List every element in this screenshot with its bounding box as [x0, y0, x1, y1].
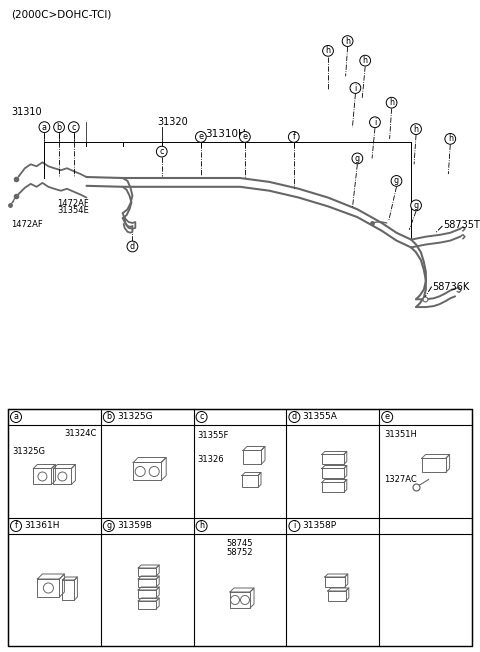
Circle shape — [54, 122, 64, 132]
Text: h: h — [325, 46, 331, 55]
Text: 31326: 31326 — [198, 455, 224, 464]
Text: d: d — [292, 413, 297, 421]
Text: c: c — [72, 123, 76, 132]
Text: 1472AF: 1472AF — [57, 199, 89, 208]
Bar — [62, 580, 74, 600]
Text: f: f — [292, 132, 295, 141]
Text: 31359B: 31359B — [117, 522, 152, 531]
Circle shape — [411, 200, 421, 211]
Bar — [138, 568, 156, 576]
Text: d: d — [130, 242, 135, 251]
Text: f: f — [14, 522, 17, 531]
Text: c: c — [159, 147, 164, 156]
Circle shape — [289, 411, 300, 422]
Text: 31361H: 31361H — [24, 522, 60, 531]
Circle shape — [352, 153, 363, 164]
Text: a: a — [42, 123, 47, 132]
Text: e: e — [384, 413, 390, 421]
Circle shape — [386, 97, 397, 108]
Text: b: b — [106, 413, 111, 421]
Text: i: i — [374, 118, 376, 126]
Text: 31324C: 31324C — [64, 429, 97, 438]
Text: 31325G: 31325G — [117, 413, 153, 421]
Circle shape — [240, 132, 250, 142]
Bar — [133, 462, 161, 481]
Circle shape — [323, 46, 334, 56]
Bar — [322, 482, 344, 492]
Circle shape — [127, 241, 138, 252]
Text: e: e — [198, 132, 204, 141]
Text: g: g — [355, 154, 360, 163]
Text: 31354E: 31354E — [57, 206, 89, 215]
Text: g: g — [106, 522, 111, 531]
Bar — [138, 601, 156, 609]
Text: i: i — [354, 83, 357, 93]
Text: 1327AC: 1327AC — [384, 475, 417, 484]
Bar — [34, 469, 51, 484]
Text: i: i — [293, 522, 296, 531]
Text: h: h — [414, 125, 419, 134]
Text: h: h — [389, 98, 394, 107]
Text: 58736K: 58736K — [432, 282, 470, 291]
Text: h: h — [199, 522, 204, 531]
Circle shape — [196, 520, 207, 531]
Circle shape — [391, 175, 402, 186]
Text: b: b — [57, 123, 61, 132]
Bar — [37, 579, 60, 597]
Text: 31320: 31320 — [157, 117, 188, 127]
Text: g: g — [394, 177, 399, 185]
Bar — [325, 577, 345, 587]
Bar — [243, 451, 261, 464]
Circle shape — [360, 55, 371, 66]
Bar — [138, 590, 156, 598]
Circle shape — [288, 132, 299, 142]
Text: 31310H: 31310H — [205, 129, 246, 139]
Bar — [322, 469, 344, 479]
Circle shape — [350, 83, 361, 93]
Text: 58745: 58745 — [227, 539, 253, 548]
Text: 31310: 31310 — [11, 108, 42, 117]
Circle shape — [156, 146, 167, 157]
Bar — [138, 579, 156, 587]
Circle shape — [411, 124, 421, 134]
Circle shape — [103, 411, 114, 422]
Text: 31325G: 31325G — [12, 447, 45, 456]
Text: 31355A: 31355A — [302, 413, 337, 421]
Text: g: g — [413, 201, 419, 210]
Bar — [230, 592, 250, 608]
Circle shape — [11, 520, 22, 531]
Text: a: a — [13, 413, 19, 421]
Circle shape — [370, 117, 380, 128]
Text: h: h — [448, 134, 453, 143]
Text: 58735T: 58735T — [444, 220, 480, 230]
Bar — [242, 475, 258, 488]
Text: c: c — [199, 413, 204, 421]
Circle shape — [342, 36, 353, 46]
Circle shape — [68, 122, 79, 132]
Bar — [328, 591, 346, 601]
Circle shape — [289, 520, 300, 531]
Circle shape — [39, 122, 50, 132]
Circle shape — [195, 132, 206, 142]
Text: 31351H: 31351H — [384, 430, 417, 439]
Text: (2000C>DOHC-TCI): (2000C>DOHC-TCI) — [11, 10, 111, 20]
Bar — [322, 454, 344, 464]
Circle shape — [103, 520, 114, 531]
Text: h: h — [345, 37, 350, 46]
Text: h: h — [363, 56, 368, 65]
Bar — [53, 469, 72, 484]
Text: 1472AF: 1472AF — [11, 220, 43, 230]
Circle shape — [11, 411, 22, 422]
Circle shape — [196, 411, 207, 422]
Text: 58752: 58752 — [227, 548, 253, 557]
Text: 31358P: 31358P — [302, 522, 336, 531]
Circle shape — [382, 411, 393, 422]
Circle shape — [445, 134, 456, 144]
Bar — [421, 458, 445, 473]
Text: e: e — [242, 132, 247, 141]
Text: 31355F: 31355F — [198, 431, 229, 440]
